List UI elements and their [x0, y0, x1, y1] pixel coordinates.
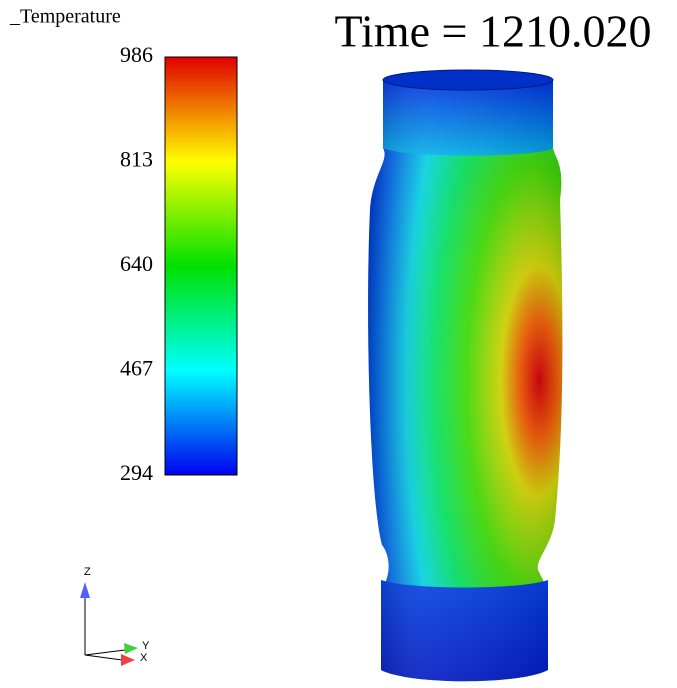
x-axis — [84, 654, 123, 661]
y-arrow — [124, 643, 138, 654]
z-label: Z — [84, 566, 91, 578]
legend-ticks: 986 813 640 467 294 — [120, 42, 153, 485]
specimen — [368, 69, 563, 682]
color-bar — [164, 56, 238, 476]
specimen-shading — [368, 80, 563, 682]
x-arrow — [121, 654, 135, 666]
legend-tick-label: 467 — [120, 356, 153, 381]
legend-title: _Temperature — [9, 6, 121, 28]
x-label: X — [140, 652, 148, 664]
legend-tick-label: 986 — [120, 42, 153, 67]
legend-tick-label: 813 — [120, 147, 153, 172]
time-label: Time = 1210.020 — [335, 6, 652, 57]
legend-tick-label: 294 — [120, 460, 153, 485]
y-label: Y — [142, 640, 150, 652]
y-axis — [84, 649, 126, 656]
top-rim — [382, 69, 554, 91]
legend-tick-label: 640 — [120, 251, 153, 276]
axis-triad: Z Y X — [80, 566, 150, 666]
z-arrow — [80, 582, 90, 598]
